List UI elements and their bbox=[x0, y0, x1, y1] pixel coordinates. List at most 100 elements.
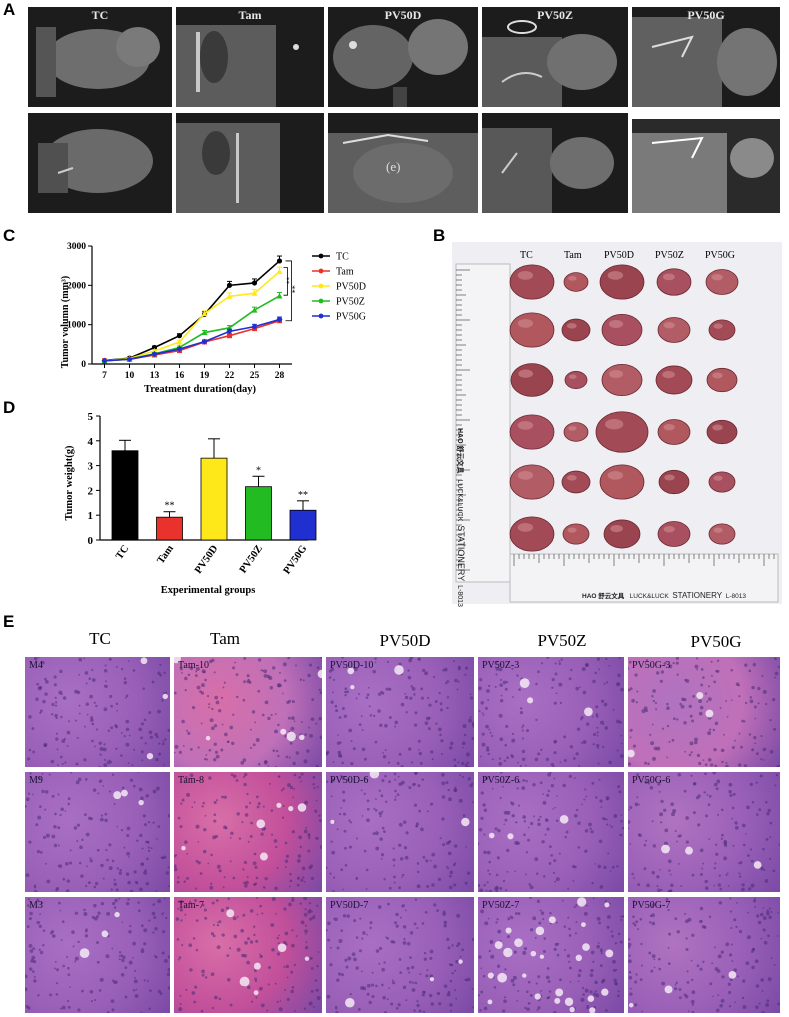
bar-tam bbox=[156, 516, 183, 541]
tumor-sample bbox=[708, 523, 736, 545]
ct-image-pv50z-1: PV50Z bbox=[482, 7, 628, 107]
ct-image-pv50z-2 bbox=[482, 113, 628, 213]
histology-sample-label: PV50D-10 bbox=[330, 660, 374, 671]
data-point-tc bbox=[151, 344, 158, 351]
panel-label-c: C bbox=[3, 226, 16, 245]
data-point-pv50z bbox=[251, 307, 258, 313]
ct-image-tam-2 bbox=[176, 113, 324, 213]
legend-marker-pv50d bbox=[318, 283, 324, 289]
data-point-pv50z bbox=[201, 329, 208, 336]
histology-image: PV50D-10 bbox=[326, 657, 474, 767]
tumor-highlight bbox=[517, 271, 534, 280]
significance-bracket bbox=[285, 260, 292, 322]
histology-image: M9 bbox=[25, 772, 170, 892]
tumor-highlight bbox=[568, 426, 577, 431]
data-point-pv50z bbox=[276, 292, 283, 299]
histology-image: PV50G-6 bbox=[628, 772, 780, 892]
tumor-sample bbox=[601, 314, 643, 347]
tumor-sample bbox=[509, 414, 555, 450]
data-point-pv50g bbox=[126, 356, 133, 363]
histology-image: M4 bbox=[25, 657, 170, 767]
col-label-pv50z: PV50Z bbox=[655, 250, 684, 261]
data-point-pv50g bbox=[251, 323, 258, 330]
ct-title-pv50d: PV50D bbox=[384, 8, 422, 22]
histology-sample-label: PV50Z-6 bbox=[482, 775, 520, 786]
tumor-highlight bbox=[713, 475, 723, 481]
bar-label-pv50z: PV50Z bbox=[238, 543, 265, 575]
chart-c-xtick-label: 13 bbox=[150, 371, 160, 381]
data-point-tam bbox=[227, 333, 232, 339]
ct-image-tc-1: TC bbox=[28, 7, 172, 107]
tumor-highlight bbox=[712, 372, 723, 379]
histology-image: Tam-8 bbox=[174, 772, 322, 892]
series-line-pv50g bbox=[104, 318, 280, 362]
chart-c-xtick-label: 7 bbox=[102, 371, 107, 381]
tumor-sample bbox=[561, 470, 591, 494]
legend-label-pv50d: PV50D bbox=[336, 282, 366, 293]
ct-image-pv50d-2: (e) bbox=[328, 113, 478, 213]
he-title-pv50d: PV50D bbox=[379, 631, 431, 650]
tumor-highlight bbox=[568, 276, 577, 281]
significance-mark: ** bbox=[298, 490, 308, 501]
tumor-sample bbox=[563, 272, 589, 292]
series-line-pv50d bbox=[104, 270, 281, 362]
histology-image: PV50Z-6 bbox=[478, 772, 624, 892]
tumor-highlight bbox=[610, 525, 623, 533]
data-point-pv50g bbox=[101, 357, 108, 364]
histology-texture bbox=[27, 657, 170, 767]
tumor-highlight bbox=[711, 274, 723, 281]
histology-texture bbox=[628, 657, 780, 767]
bar-label-tam: Tam bbox=[155, 543, 176, 566]
data-point-pv50d bbox=[176, 338, 183, 345]
chart-c-xtick-label: 22 bbox=[225, 371, 235, 381]
histology-texture bbox=[478, 897, 624, 1013]
histology-sample-label: PV50G-3 bbox=[632, 660, 671, 671]
tumor-sample bbox=[562, 523, 590, 545]
data-point-tc bbox=[176, 333, 183, 339]
tumor-highlight bbox=[607, 471, 624, 480]
histology-sample-label: M3 bbox=[29, 900, 43, 911]
ct-image-pv50g-2 bbox=[632, 113, 780, 213]
histology-texture bbox=[25, 897, 170, 1013]
tumor-sample bbox=[599, 264, 645, 300]
tumor-sample bbox=[603, 519, 641, 549]
tumor-sample bbox=[563, 422, 589, 442]
chart-d-ytick-label: 3 bbox=[88, 461, 94, 473]
significance-mark: ** bbox=[286, 277, 294, 285]
he-title-pv50g: PV50G bbox=[690, 632, 742, 651]
chart-d-ytick-label: 4 bbox=[88, 436, 94, 448]
histology-image: PV50G-7 bbox=[628, 897, 780, 1013]
histology-image: PV50Z-3 bbox=[478, 657, 624, 767]
panel-label-b: B bbox=[433, 226, 446, 245]
tumor-photo-col-labels: TC Tam PV50D PV50Z PV50G bbox=[452, 242, 782, 262]
he-title-tc: TC bbox=[89, 629, 111, 648]
legend-marker-tam bbox=[318, 268, 324, 274]
significance-mark: ** bbox=[165, 501, 175, 512]
tumor-sample bbox=[655, 365, 693, 395]
chart-d-ytick-label: 1 bbox=[88, 510, 94, 522]
tumor-sample bbox=[510, 363, 554, 397]
data-point-pv50d bbox=[226, 293, 233, 299]
data-point-pv50g bbox=[151, 351, 158, 358]
legend-label-tc: TC bbox=[336, 252, 349, 263]
histology-texture bbox=[174, 657, 322, 767]
histology-grid: M4 Tam-10 PV50D-10 PV50Z-3 PV50G-3 M9 Tam-8 PV5… bbox=[25, 657, 780, 1013]
histology-image: PV50D-7 bbox=[326, 897, 474, 1013]
tumor-highlight bbox=[712, 424, 723, 431]
histology-sample-label: PV50D-7 bbox=[330, 900, 369, 911]
he-title-pv50z: PV50Z bbox=[537, 631, 587, 650]
data-point-tc bbox=[226, 282, 233, 288]
tumor-sample bbox=[706, 419, 738, 445]
ct-image-pv50d-1: PV50D bbox=[328, 7, 478, 107]
histology-texture bbox=[628, 772, 780, 892]
ct-image-tam-1: Tam bbox=[176, 7, 324, 107]
tumor-sample bbox=[705, 269, 739, 295]
tumor-sample bbox=[509, 516, 555, 552]
bar-label-pv50d: PV50D bbox=[193, 543, 221, 576]
panel-label-a: A bbox=[3, 0, 16, 19]
tumor-highlight bbox=[713, 323, 723, 329]
data-point-pv50g bbox=[176, 346, 183, 353]
histology-sample-label: PV50D-6 bbox=[330, 775, 369, 786]
ct-image-tc-2 bbox=[28, 113, 172, 213]
tumor-sample bbox=[656, 268, 692, 296]
